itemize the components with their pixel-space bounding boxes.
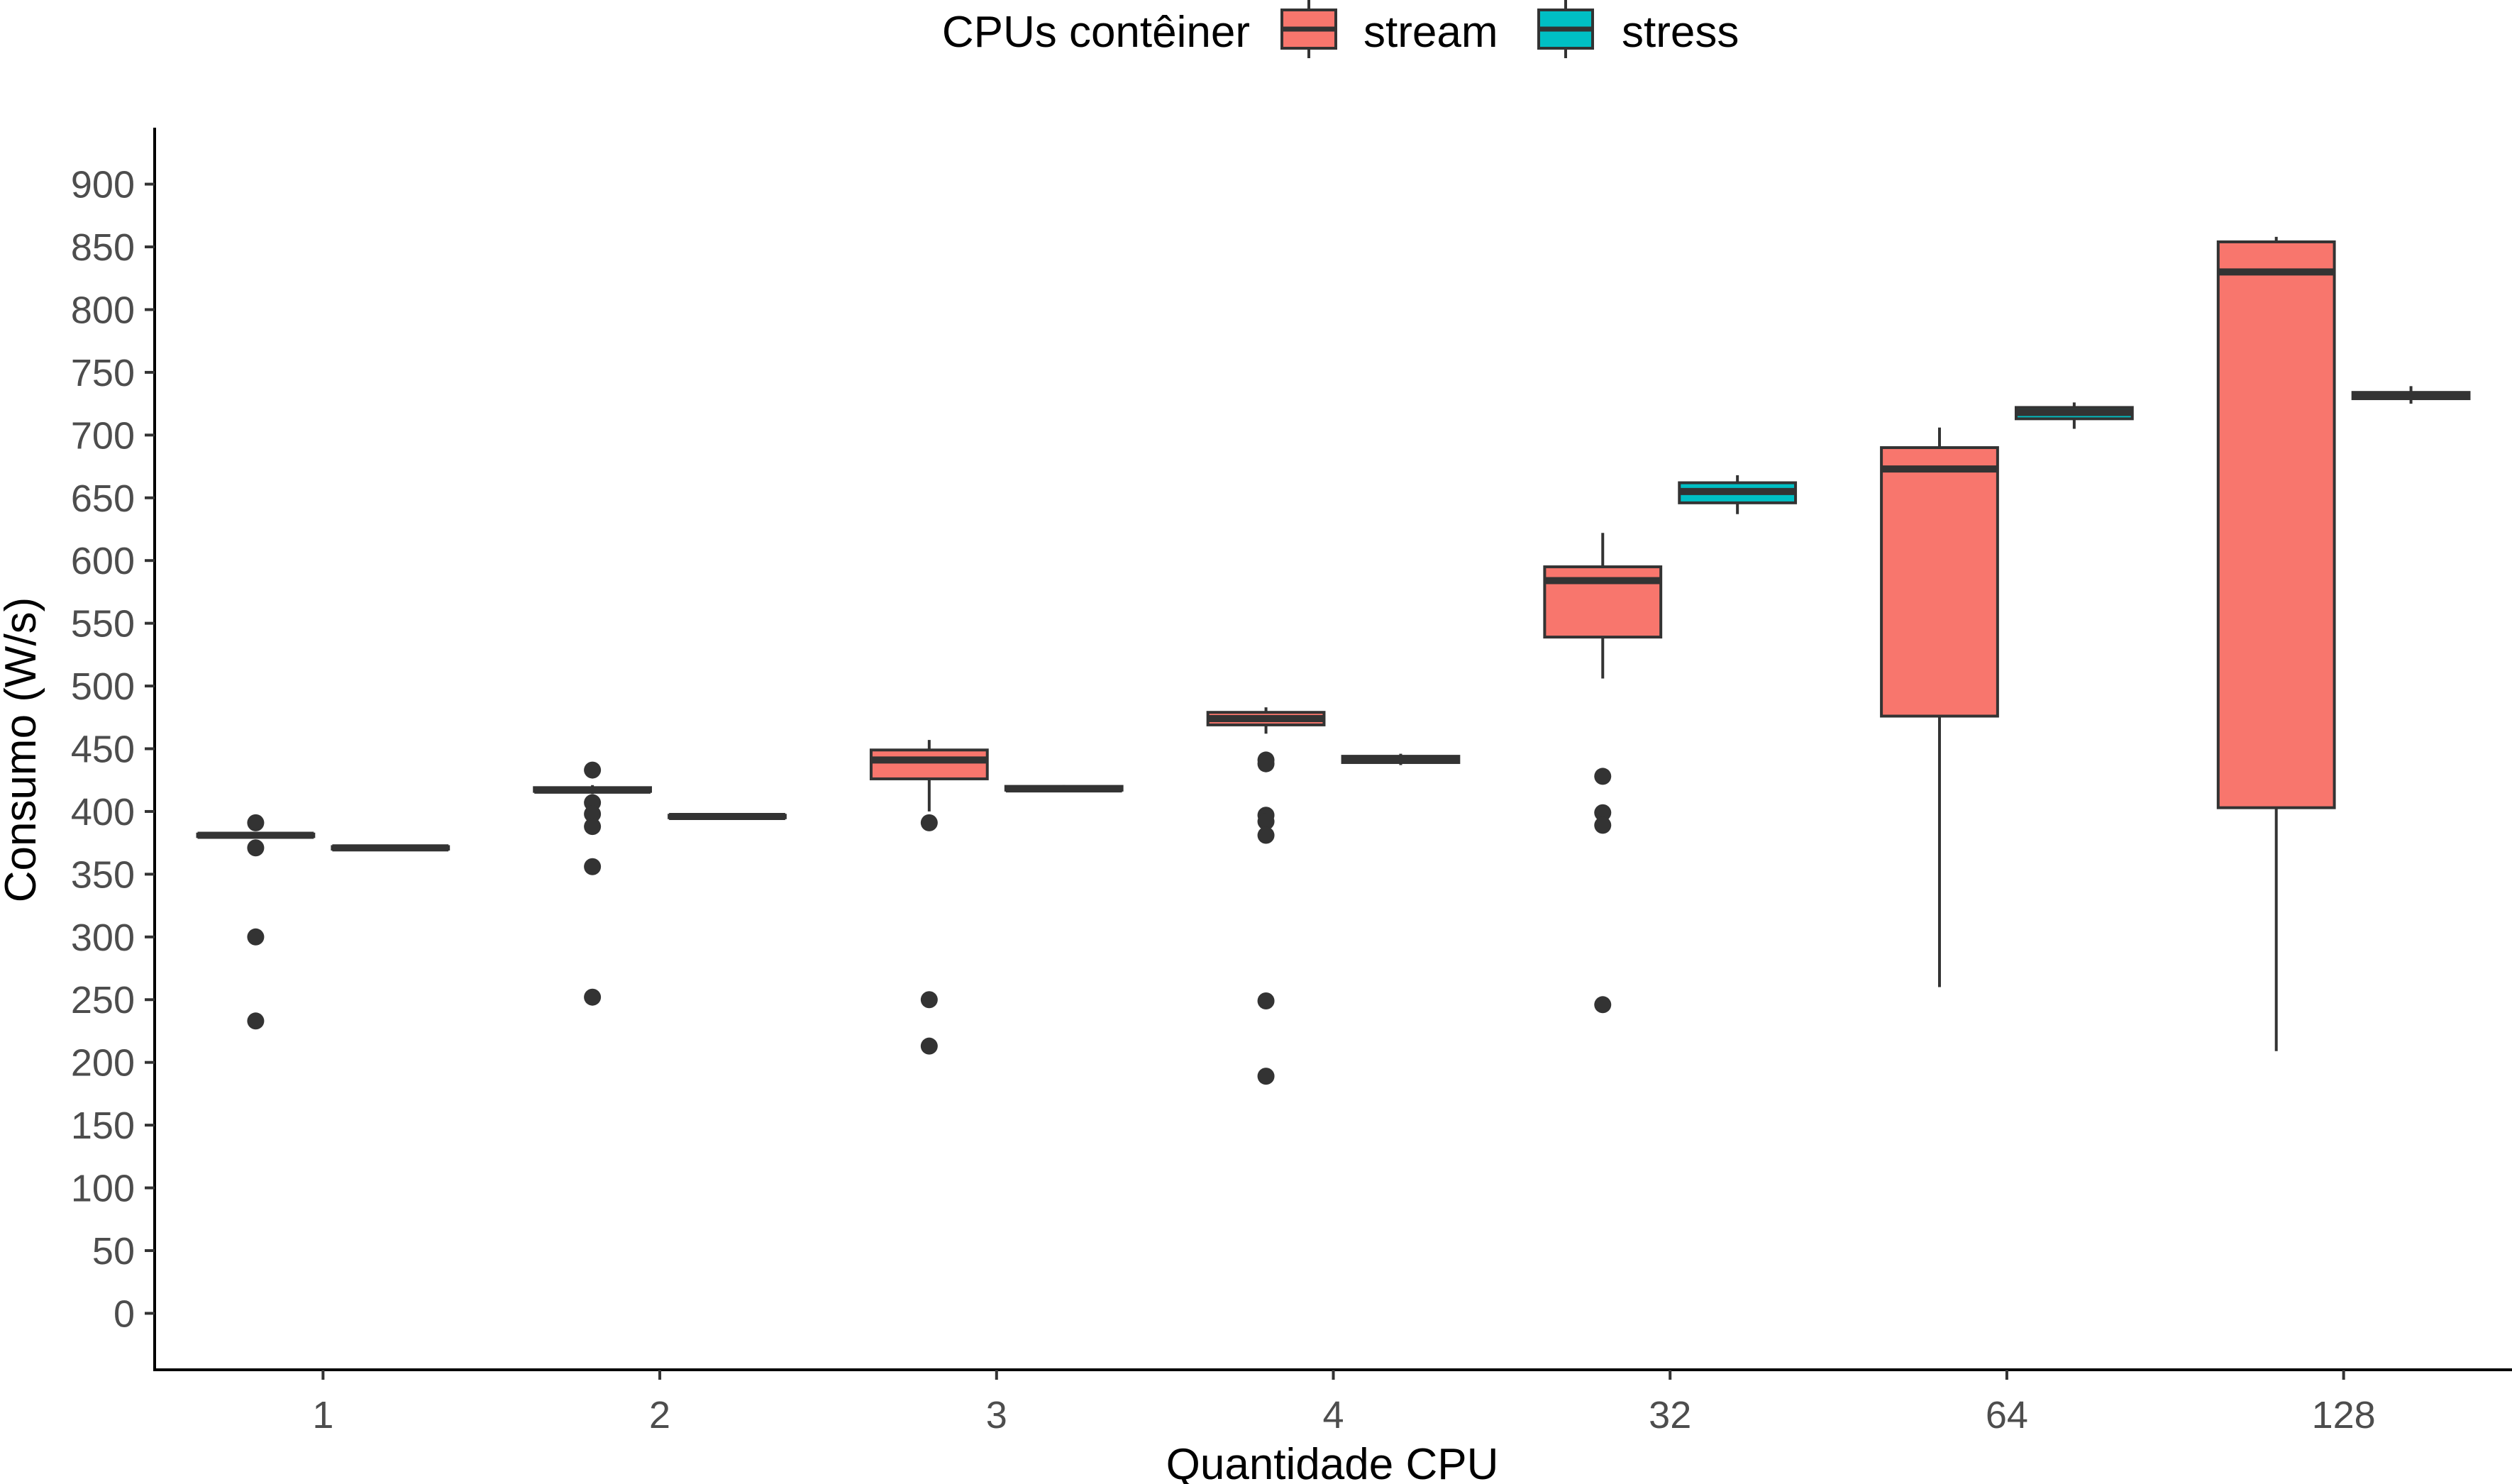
box-iqr xyxy=(2216,240,2336,809)
box-stream-3 xyxy=(869,740,989,1055)
outlier-point xyxy=(920,991,938,1009)
y-tick-label: 350 xyxy=(71,853,135,896)
legend-key-stress xyxy=(1537,0,1594,58)
y-tick-label: 650 xyxy=(71,477,135,520)
x-tick-label: 32 xyxy=(1649,1394,1691,1436)
outlier-point xyxy=(247,839,265,857)
y-tick-label: 100 xyxy=(71,1168,135,1210)
box-stream-64 xyxy=(1880,427,1999,987)
outlier-point xyxy=(920,814,938,831)
y-tick-label: 850 xyxy=(71,226,135,269)
y-ticks: 0 50 100 150 200 250 300 350 400 450 500 550 600 650 7… xyxy=(71,164,155,1335)
box-stress-128 xyxy=(2351,386,2471,404)
y-tick-label: 0 xyxy=(114,1292,135,1335)
box-iqr xyxy=(1880,446,1999,718)
legend-label-stress: stress xyxy=(1622,8,1739,57)
outlier-point xyxy=(247,1012,265,1030)
outlier-point xyxy=(1594,768,1612,785)
y-tick-label: 500 xyxy=(71,665,135,708)
outlier-point xyxy=(1257,755,1275,773)
box-stress-32 xyxy=(1678,475,1798,514)
y-tick-label: 300 xyxy=(71,917,135,959)
x-tick-label: 1 xyxy=(312,1394,333,1436)
outlier-point xyxy=(1257,813,1275,831)
box-stress-2 xyxy=(668,813,787,821)
box-stress-3 xyxy=(1004,785,1124,793)
outlier-point xyxy=(1257,992,1275,1010)
box-stress-4 xyxy=(1341,753,1461,765)
legend-title: CPUs contêiner xyxy=(942,8,1250,57)
y-axis-title: Consumo (W/s) xyxy=(0,597,45,903)
y-tick-label: 700 xyxy=(71,414,135,457)
y-tick-label: 600 xyxy=(71,540,135,582)
y-tick-label: 800 xyxy=(71,289,135,331)
outlier-point xyxy=(1594,996,1612,1014)
y-tick-label: 550 xyxy=(71,603,135,646)
outlier-point xyxy=(1594,804,1612,821)
outlier-point xyxy=(584,805,602,823)
outlier-point xyxy=(1257,1068,1275,1085)
legend-label-stream: stream xyxy=(1363,8,1498,57)
y-tick-label: 50 xyxy=(92,1230,135,1273)
box-stream-32 xyxy=(1543,533,1663,1014)
x-tick-label: 4 xyxy=(1322,1394,1344,1436)
y-tick-label: 400 xyxy=(71,791,135,834)
x-tick-label: 2 xyxy=(649,1394,670,1436)
x-axis-title: Quantidade CPU xyxy=(1166,1440,1499,1484)
x-tick-label: 3 xyxy=(986,1394,1007,1436)
outlier-point xyxy=(920,1037,938,1055)
x-tick-label: 128 xyxy=(2312,1394,2376,1436)
legend-key-stream xyxy=(1280,0,1337,58)
outlier-point xyxy=(1594,816,1612,834)
outlier-point xyxy=(584,988,602,1006)
y-tick-label: 750 xyxy=(71,352,135,394)
y-tick-label: 200 xyxy=(71,1042,135,1085)
outlier-point xyxy=(584,761,602,779)
box-stress-1 xyxy=(331,844,450,852)
x-tick-label: 64 xyxy=(1986,1394,2028,1436)
y-tick-label: 250 xyxy=(71,979,135,1021)
box-stream-128 xyxy=(2216,236,2336,1051)
legend: CPUs contêiner stream stress xyxy=(942,0,1739,58)
outlier-point xyxy=(584,818,602,836)
y-tick-label: 450 xyxy=(71,729,135,771)
x-ticks: 1 2 3 4 32 64 128 xyxy=(312,1370,2376,1436)
box-stream-4 xyxy=(1206,707,1326,1085)
outlier-point xyxy=(247,928,265,946)
box-stream-1 xyxy=(196,814,316,1030)
axes: 0 50 100 150 200 250 300 350 400 450 500 550 600 650 7… xyxy=(71,128,2512,1436)
outlier-point xyxy=(247,814,265,831)
box-stream-2 xyxy=(533,761,653,1006)
outlier-point xyxy=(1257,826,1275,844)
outlier-point xyxy=(584,858,602,875)
box-stress-64 xyxy=(2014,402,2134,429)
y-tick-label: 150 xyxy=(71,1104,135,1147)
y-tick-label: 900 xyxy=(71,164,135,206)
plot-area xyxy=(196,236,2471,1085)
box-iqr xyxy=(869,748,989,780)
